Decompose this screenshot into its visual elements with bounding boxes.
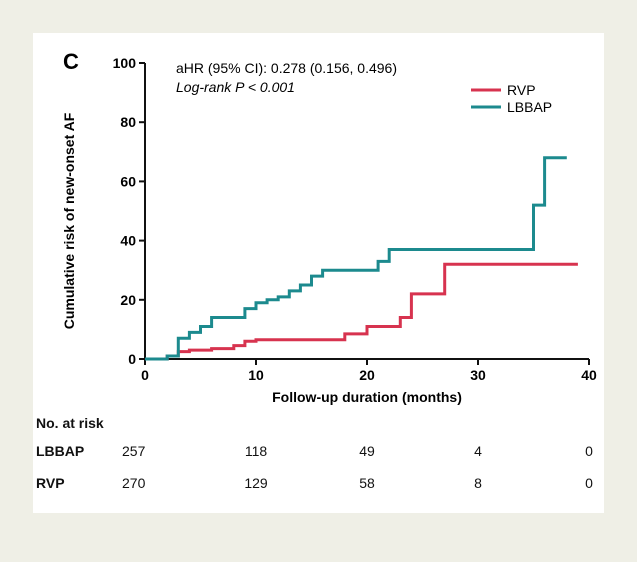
chart-panel: C Cumulative risk of new-onset AF Follow…: [33, 33, 604, 513]
hr-annotation: aHR (95% CI): 0.278 (0.156, 0.496): [176, 60, 397, 76]
series-line-lbbap: [145, 156, 567, 361]
series-layer: [145, 156, 578, 361]
y-tick-label: 40: [120, 233, 136, 249]
legend-label-rvp: RVP: [507, 82, 536, 98]
risk-table-title: No. at risk: [36, 415, 104, 431]
risk-cell: 0: [585, 443, 593, 459]
x-axis-label: Follow-up duration (months): [272, 389, 462, 405]
risk-cell: 49: [359, 443, 375, 459]
risk-row-label-lbbap: LBBAP: [36, 443, 85, 459]
y-tick-label: 60: [120, 173, 136, 189]
risk-cell: 129: [244, 475, 268, 491]
risk-cell: 270: [122, 475, 146, 491]
risk-cell: 4: [474, 443, 482, 459]
risk-cell: 58: [359, 475, 375, 491]
axes: 0 20 40 60 80 100 0 10 20 30 40: [113, 55, 597, 383]
panel-label: C: [63, 49, 79, 74]
y-tick-label: 0: [128, 351, 136, 367]
risk-cell: 8: [474, 475, 482, 491]
y-axis-label: Cumulative risk of new-onset AF: [61, 112, 77, 329]
risk-cell: 118: [244, 443, 268, 459]
y-tick-label: 20: [120, 292, 136, 308]
y-tick-label: 100: [113, 55, 137, 71]
km-chart: C Cumulative risk of new-onset AF Follow…: [61, 49, 597, 405]
y-tick-label: 80: [120, 114, 136, 130]
x-tick-label: 40: [581, 367, 597, 383]
x-tick-label: 10: [248, 367, 264, 383]
risk-cell: 0: [585, 475, 593, 491]
logrank-annotation: Log-rank P < 0.001: [176, 79, 295, 95]
x-tick-label: 20: [359, 367, 375, 383]
x-tick-label: 30: [470, 367, 486, 383]
series-line-rvp: [145, 262, 578, 361]
risk-row-label-rvp: RVP: [36, 475, 65, 491]
legend-label-lbbap: LBBAP: [507, 99, 552, 115]
risk-cell: 257: [122, 443, 146, 459]
x-tick-label: 0: [141, 367, 149, 383]
